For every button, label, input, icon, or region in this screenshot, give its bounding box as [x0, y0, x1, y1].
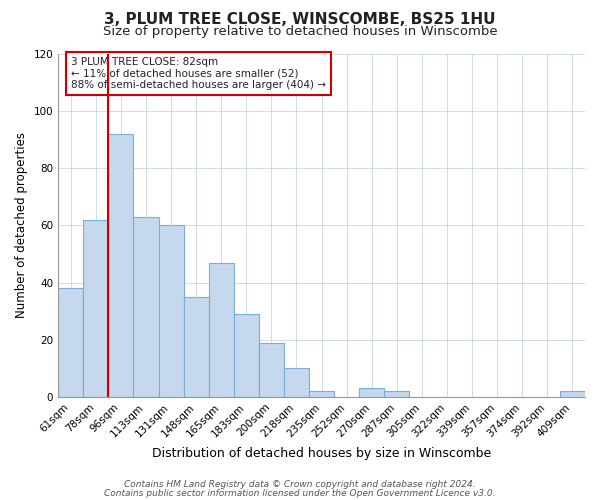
Bar	[83, 220, 109, 397]
Bar	[158, 226, 184, 397]
Bar	[133, 217, 158, 397]
Bar	[560, 391, 585, 397]
Bar	[184, 297, 209, 397]
Text: Contains public sector information licensed under the Open Government Licence v3: Contains public sector information licen…	[104, 489, 496, 498]
Bar	[209, 262, 234, 397]
Bar	[234, 314, 259, 397]
Bar	[385, 391, 409, 397]
Bar	[58, 288, 83, 397]
X-axis label: Distribution of detached houses by size in Winscombe: Distribution of detached houses by size …	[152, 447, 491, 460]
Bar	[259, 342, 284, 397]
Bar	[359, 388, 385, 397]
Text: Size of property relative to detached houses in Winscombe: Size of property relative to detached ho…	[103, 25, 497, 38]
Y-axis label: Number of detached properties: Number of detached properties	[15, 132, 28, 318]
Text: Contains HM Land Registry data © Crown copyright and database right 2024.: Contains HM Land Registry data © Crown c…	[124, 480, 476, 489]
Text: 3 PLUM TREE CLOSE: 82sqm
← 11% of detached houses are smaller (52)
88% of semi-d: 3 PLUM TREE CLOSE: 82sqm ← 11% of detach…	[71, 57, 326, 90]
Bar	[284, 368, 309, 397]
Text: 3, PLUM TREE CLOSE, WINSCOMBE, BS25 1HU: 3, PLUM TREE CLOSE, WINSCOMBE, BS25 1HU	[104, 12, 496, 28]
Bar	[109, 134, 133, 397]
Bar	[309, 391, 334, 397]
